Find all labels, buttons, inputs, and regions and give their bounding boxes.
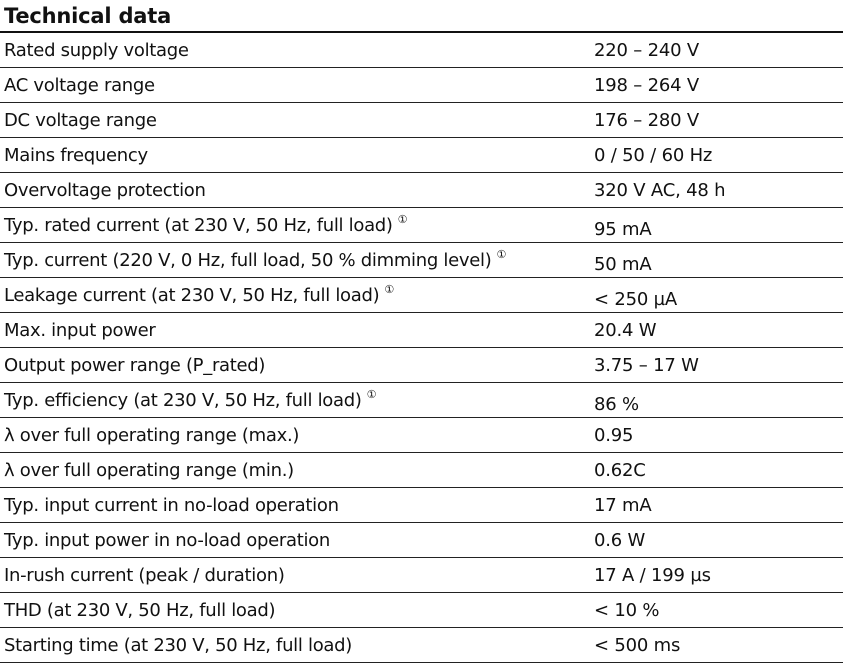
row-value: 50 mA	[594, 254, 652, 275]
row-value: 17 A / 199 µs	[594, 565, 711, 586]
table-row: In-rush current (peak / duration) 17 A / …	[0, 558, 843, 593]
row-label: AC voltage range	[4, 74, 155, 98]
row-value: 0.95	[594, 425, 634, 446]
footnote-marker: ①	[384, 283, 395, 296]
table-row: THD (at 230 V, 50 Hz, full load) < 10 %	[0, 593, 843, 628]
row-label: λ over full operating range (min.)	[4, 459, 294, 483]
row-value: 0.6 W	[594, 530, 646, 551]
row-value: 86 %	[594, 394, 639, 415]
table-row: Typ. input power in no-load operation 0.6…	[0, 523, 843, 558]
title-underline	[0, 31, 843, 33]
row-label: λ over full operating range (max.)	[4, 424, 299, 448]
row-label: In-rush current (peak / duration)	[4, 564, 285, 588]
table-row: Typ. rated current (at 230 V, 50 Hz, ful…	[0, 208, 843, 243]
row-value: 20.4 W	[594, 320, 657, 341]
row-value: < 250 µA	[594, 289, 678, 310]
row-label-text: Starting time (at 230 V, 50 Hz, full loa…	[4, 635, 352, 656]
row-label-text: Typ. input power in no-load operation	[4, 530, 330, 551]
row-value: < 10 %	[594, 600, 660, 621]
row-label: Output power range (P_rated)	[4, 354, 265, 378]
table-row: Rated supply voltage 220 – 240 V	[0, 33, 843, 68]
table-row: Typ. efficiency (at 230 V, 50 Hz, full l…	[0, 383, 843, 418]
table-row: Max. input power 20.4 W	[0, 313, 843, 348]
row-label-text: Typ. rated current (at 230 V, 50 Hz, ful…	[4, 215, 393, 236]
footnote-marker: ①	[366, 388, 377, 401]
table-row: Starting time (at 230 V, 50 Hz, full loa…	[0, 628, 843, 663]
footnote-marker: ①	[397, 213, 408, 226]
row-label: Typ. current (220 V, 0 Hz, full load, 50…	[4, 249, 506, 273]
table-row: λ over full operating range (max.) 0.95	[0, 418, 843, 453]
table-row: Output power range (P_rated) 3.75 – 17 W	[0, 348, 843, 383]
table-row: Leakage current (at 230 V, 50 Hz, full l…	[0, 278, 843, 313]
row-label-text: Output power range (P_rated)	[4, 355, 266, 376]
row-label: Max. input power	[4, 319, 156, 343]
row-label-text: In-rush current (peak / duration)	[4, 565, 285, 586]
row-label-text: Typ. input current in no-load operation	[4, 495, 339, 516]
row-value: < 500 ms	[594, 635, 681, 656]
table-row: λ over full operating range (min.) 0.62C	[0, 453, 843, 488]
row-label-text: AC voltage range	[4, 75, 155, 96]
technical-data-table: Rated supply voltage 220 – 240 V AC voltag…	[0, 33, 843, 663]
row-label-text: Typ. current (220 V, 0 Hz, full load, 50…	[4, 250, 492, 271]
table-row: Typ. current (220 V, 0 Hz, full load, 50…	[0, 243, 843, 278]
row-label-text: Overvoltage protection	[4, 180, 206, 201]
row-label-text: λ over full operating range (max.)	[4, 425, 300, 446]
row-label: Mains frequency	[4, 144, 148, 168]
row-label-text: DC voltage range	[4, 110, 157, 131]
row-value: 220 – 240 V	[594, 40, 699, 61]
row-label-text: Mains frequency	[4, 145, 148, 166]
section-title: Technical data	[4, 4, 172, 28]
table-row: AC voltage range 198 – 264 V	[0, 68, 843, 103]
row-label: Typ. input power in no-load operation	[4, 529, 330, 553]
row-label: Leakage current (at 230 V, 50 Hz, full l…	[4, 284, 394, 308]
row-label-text: THD (at 230 V, 50 Hz, full load)	[4, 600, 276, 621]
table-row: Overvoltage protection 320 V AC, 48 h	[0, 173, 843, 208]
row-label-text: Typ. efficiency (at 230 V, 50 Hz, full l…	[4, 390, 362, 411]
table-row: Mains frequency 0 / 50 / 60 Hz	[0, 138, 843, 173]
row-label-text: Max. input power	[4, 320, 156, 341]
row-label: Typ. rated current (at 230 V, 50 Hz, ful…	[4, 214, 408, 238]
row-label: Typ. efficiency (at 230 V, 50 Hz, full l…	[4, 389, 376, 413]
row-label-text: Rated supply voltage	[4, 40, 189, 61]
row-label: Rated supply voltage	[4, 39, 189, 63]
row-value: 0.62C	[594, 460, 646, 481]
row-value: 0 / 50 / 60 Hz	[594, 145, 713, 166]
row-label: Overvoltage protection	[4, 179, 206, 203]
row-value: 176 – 280 V	[594, 110, 699, 131]
footnote-marker: ①	[496, 248, 507, 261]
row-value: 198 – 264 V	[594, 75, 699, 96]
row-label-text: Leakage current (at 230 V, 50 Hz, full l…	[4, 285, 380, 306]
table-row: DC voltage range 176 – 280 V	[0, 103, 843, 138]
row-label: Typ. input current in no-load operation	[4, 494, 339, 518]
row-value: 3.75 – 17 W	[594, 355, 699, 376]
row-value: 17 mA	[594, 495, 652, 516]
table-row: Typ. input current in no-load operation 1…	[0, 488, 843, 523]
row-value: 320 V AC, 48 h	[594, 180, 726, 201]
row-label-text: λ over full operating range (min.)	[4, 460, 294, 481]
row-label: Starting time (at 230 V, 50 Hz, full loa…	[4, 634, 352, 658]
row-label: DC voltage range	[4, 109, 157, 133]
row-label: THD (at 230 V, 50 Hz, full load)	[4, 599, 276, 623]
row-value: 95 mA	[594, 219, 652, 240]
